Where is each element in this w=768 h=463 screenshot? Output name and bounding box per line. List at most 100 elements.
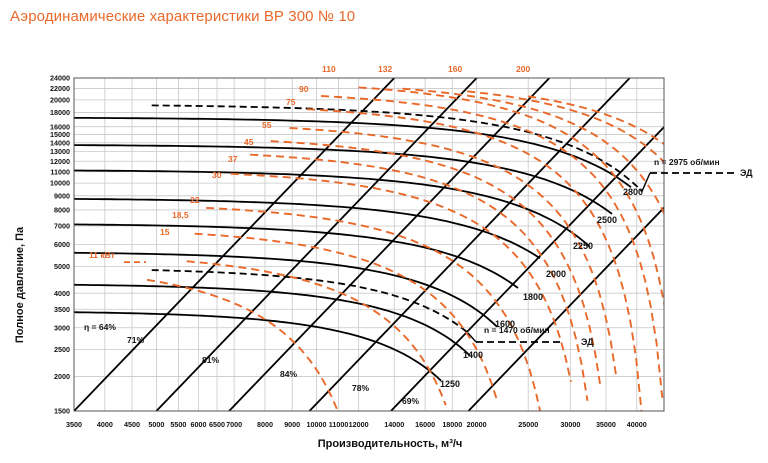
efficiency-label: 84% xyxy=(280,369,297,379)
x-tick-label: 8000 xyxy=(257,420,273,429)
rpm-curve-label: 2000 xyxy=(546,269,566,279)
power-curve xyxy=(230,172,572,383)
efficiency-label: η = 64% xyxy=(84,322,116,332)
speed-leader-line xyxy=(641,172,651,192)
rpm-curve-label: 2500 xyxy=(597,215,617,225)
y-tick-label: 3000 xyxy=(54,323,70,332)
rpm-curve-label: 1250 xyxy=(440,379,460,389)
y-tick-label: 2000 xyxy=(54,372,70,381)
power-label: 15 xyxy=(160,227,170,237)
y-tick-label: 24000 xyxy=(50,74,70,83)
y-tick-label: 10000 xyxy=(50,179,70,188)
x-tick-label: 4000 xyxy=(97,420,113,429)
y-tick-label: 20000 xyxy=(50,95,70,104)
x-tick-label: 9000 xyxy=(284,420,300,429)
x-tick-label: 30000 xyxy=(560,420,580,429)
rpm-curve-label: 1600 xyxy=(495,319,515,329)
rpm-curve xyxy=(74,169,591,248)
power-curve xyxy=(307,108,643,411)
x-tick-label: 16000 xyxy=(415,420,435,429)
rpm-curve-label: 2800 xyxy=(623,187,643,197)
rpm-curve-label: 1400 xyxy=(463,350,483,360)
power-label: 22 xyxy=(190,195,200,205)
speed-leader-line xyxy=(467,332,477,343)
efficiency-line xyxy=(467,206,664,411)
y-tick-label: 22000 xyxy=(50,84,70,93)
power-curve xyxy=(186,260,447,406)
y-tick-label: 14000 xyxy=(50,138,70,147)
motor-speed-curve xyxy=(151,269,469,334)
efficiency-line xyxy=(228,78,551,411)
x-tick-label: 35000 xyxy=(596,420,616,429)
power-label: 110 xyxy=(322,64,336,74)
x-tick-label: 20000 xyxy=(467,420,487,429)
power-label: 160 xyxy=(448,64,462,74)
power-label: 55 xyxy=(262,120,272,130)
power-curve xyxy=(250,153,589,401)
x-tick-label: 18000 xyxy=(442,420,462,429)
y-axis-label: Полное давление, Па xyxy=(14,226,26,343)
x-tick-label: 3500 xyxy=(66,420,82,429)
rpm-curve-label: 1800 xyxy=(523,292,543,302)
rpm-curve xyxy=(74,311,442,382)
power-label: 45 xyxy=(244,137,254,147)
y-tick-label: 2500 xyxy=(54,345,70,354)
power-label: 11 кВт xyxy=(89,250,115,260)
x-tick-label: 6000 xyxy=(191,420,207,429)
motor-speed-curve xyxy=(151,104,643,192)
x-tick-label: 10000 xyxy=(307,420,327,429)
rpm-curve xyxy=(74,251,498,328)
rpm-curve xyxy=(74,144,613,215)
rpm-curve xyxy=(74,117,632,188)
power-label: 37 xyxy=(228,154,238,164)
x-tick-label: 5500 xyxy=(170,420,186,429)
x-tick-label: 4500 xyxy=(124,420,140,429)
efficiency-label: 69% xyxy=(402,396,419,406)
x-tick-label: 11000 xyxy=(329,420,349,429)
power-curve xyxy=(467,90,664,164)
power-curve xyxy=(402,87,664,216)
power-curve xyxy=(321,95,664,398)
y-tick-label: 9000 xyxy=(54,191,70,200)
y-tick-label: 13000 xyxy=(50,147,70,156)
y-tick-label: 8000 xyxy=(54,206,70,215)
power-label: 90 xyxy=(299,84,309,94)
y-tick-label: 3500 xyxy=(54,305,70,314)
efficiency-label: 81% xyxy=(202,355,219,365)
x-tick-label: 12000 xyxy=(349,420,369,429)
power-curve xyxy=(289,127,618,377)
power-label: 30 xyxy=(212,170,222,180)
speed-label: n = 2975 об/мин xyxy=(654,157,720,167)
y-tick-label: 15000 xyxy=(50,130,70,139)
efficiency-line xyxy=(308,78,631,411)
rpm-curve-label: 2250 xyxy=(573,241,593,251)
power-label: 132 xyxy=(378,64,392,74)
x-axis-label: Производительность, м³/ч xyxy=(318,438,463,450)
x-tick-label: 6500 xyxy=(209,420,225,429)
y-tick-label: 5000 xyxy=(54,262,70,271)
x-tick-label: 14000 xyxy=(384,420,404,429)
y-tick-label: 16000 xyxy=(50,122,70,131)
speed-label: n = 1470 об/мин xyxy=(484,325,550,335)
power-curve xyxy=(528,95,664,146)
power-label: 18,5 xyxy=(172,210,189,220)
y-tick-label: 12000 xyxy=(50,157,70,166)
power-label: 75 xyxy=(286,97,296,107)
rpm-curve xyxy=(74,198,541,260)
x-tick-label: 25000 xyxy=(518,420,538,429)
plot-border xyxy=(73,77,665,412)
power-curve xyxy=(270,140,602,389)
power-curve xyxy=(206,206,542,411)
page-title: Аэродинамические характеристики ВР 300 №… xyxy=(10,8,356,25)
efficiency-label: 78% xyxy=(352,383,369,393)
x-tick-label: 40000 xyxy=(627,420,647,429)
x-tick-label: 7000 xyxy=(226,420,242,429)
x-tick-label: 5000 xyxy=(148,420,164,429)
y-tick-label: 18000 xyxy=(50,108,70,117)
power-curve xyxy=(358,86,664,309)
y-tick-label: 7000 xyxy=(54,222,70,231)
motor-label: ЭД xyxy=(740,168,753,178)
power-curve xyxy=(146,278,339,411)
plot-area xyxy=(74,78,664,411)
